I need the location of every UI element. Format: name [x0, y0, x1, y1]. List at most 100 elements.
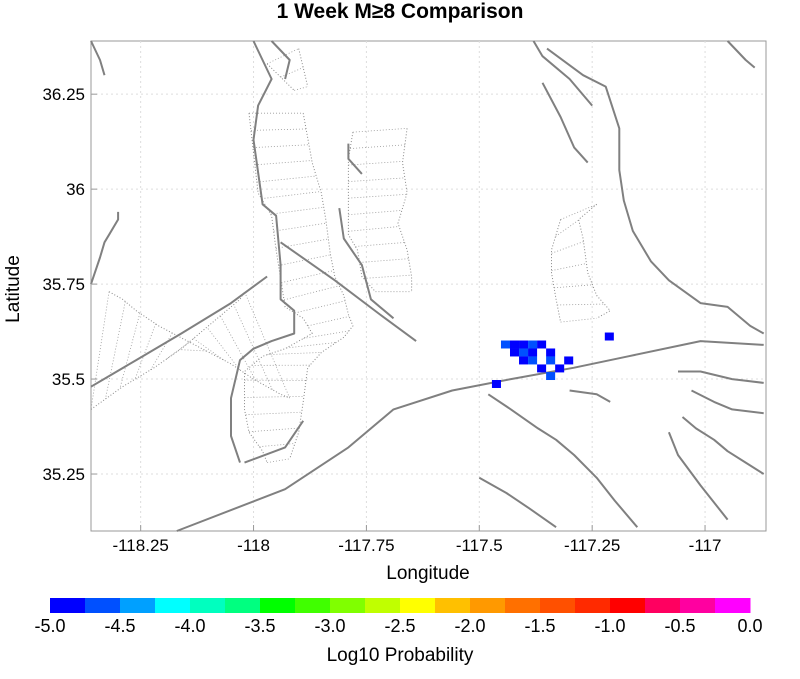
fault-trace	[487, 393, 639, 528]
zone-rung	[355, 242, 405, 247]
zone-rung	[348, 193, 407, 199]
probability-cell	[564, 356, 574, 365]
colorbar-swatch	[400, 598, 436, 613]
colorbar-swatch	[575, 598, 611, 613]
x-tick-label: -118.25	[112, 536, 168, 555]
zone-rung	[261, 191, 321, 200]
zone-edge	[289, 113, 354, 459]
probability-cell	[555, 364, 565, 373]
zone-rung	[250, 128, 307, 131]
colorbar-tick-label: -5.0	[34, 616, 65, 636]
x-tick-label: -118	[237, 536, 270, 555]
fault-trace	[270, 40, 291, 80]
colorbar-ticks: -5.0 -4.5 -4.0 -3.5 -3.0 -2.5 -2.0 -1.5 -1.0 -0.5…	[34, 616, 762, 636]
zone-edge	[397, 128, 413, 292]
fault-trace	[532, 40, 593, 107]
fault-trace	[678, 370, 764, 384]
y-tick-label: 35.75	[42, 275, 85, 294]
probability-cell	[491, 380, 501, 388]
colorbar-label: Log10 Probability	[327, 645, 474, 666]
y-axis-label: Latitude	[3, 255, 24, 323]
zone-rung	[256, 175, 317, 183]
fault-trace	[244, 420, 305, 464]
zone-rung	[244, 291, 291, 399]
fault-trace	[90, 211, 120, 285]
fault-traces	[90, 40, 765, 532]
zone-rung	[193, 338, 224, 361]
probability-cell	[604, 332, 614, 341]
zone-rung	[348, 226, 400, 232]
zone-rung	[280, 67, 304, 78]
zone-rung	[245, 411, 302, 416]
colorbar-swatch	[680, 598, 716, 613]
fault-trace	[90, 275, 268, 388]
fault-trace	[347, 143, 363, 175]
probability-cell	[528, 348, 538, 357]
fault-trace	[726, 40, 756, 69]
zone-rung	[134, 323, 156, 380]
x-axis-ticks: -118.25 -118 -117.75 -117.5 -117.25 -117	[112, 525, 721, 555]
plot-area	[90, 40, 767, 532]
y-tick-label: 36.25	[42, 85, 85, 104]
zone-rung	[557, 303, 605, 306]
zone-rung	[219, 315, 256, 381]
probability-cell	[519, 340, 529, 349]
colorbar-swatch	[645, 598, 681, 613]
colorbar-swatch	[435, 598, 471, 613]
x-tick-label: -117	[689, 536, 722, 555]
probability-cell	[509, 340, 520, 349]
probability-cell	[537, 340, 547, 349]
zone-rung	[254, 160, 312, 166]
fault-zones	[90, 48, 611, 464]
zone-rung	[348, 177, 405, 182]
zone-rung	[248, 427, 300, 433]
colorbar-swatch	[330, 598, 366, 613]
fault-trace	[569, 389, 611, 403]
probability-cell	[500, 340, 510, 349]
colorbar-tick-label: -3.5	[244, 616, 275, 636]
colorbar-swatch	[610, 598, 646, 613]
x-tick-label: -117.75	[338, 536, 394, 555]
zone-edge	[551, 219, 562, 323]
fault-zone	[266, 48, 309, 91]
probability-cell	[546, 372, 556, 381]
zone-rung	[307, 316, 350, 327]
probability-cell	[519, 356, 529, 365]
y-tick-label: 35.25	[42, 465, 85, 484]
colorbar-tick-label: -4.5	[104, 616, 135, 636]
fault-trace	[681, 416, 765, 475]
probability-cell	[546, 348, 556, 357]
colorbar-swatch	[540, 598, 576, 613]
zone-rung	[150, 332, 173, 371]
zone-rung	[244, 395, 304, 398]
zone-rung	[267, 458, 290, 464]
zone-rung	[363, 274, 412, 279]
fault-trace	[478, 476, 557, 529]
x-tick-label: -117.25	[564, 536, 620, 555]
colorbar-swatch	[260, 598, 296, 613]
colorbar-swatch	[190, 598, 226, 613]
zone-edge	[108, 291, 290, 399]
zone-rung	[352, 127, 408, 133]
zone-rung	[359, 258, 409, 263]
zone-rung	[119, 313, 141, 389]
colorbar-swatch	[715, 598, 751, 613]
probability-cell	[528, 340, 538, 349]
probability-cell	[546, 356, 556, 365]
zone-rung	[348, 160, 403, 166]
colorbar-tick-label: -4.0	[174, 616, 205, 636]
colorbar-swatch	[155, 598, 191, 613]
colorbar	[50, 598, 751, 613]
y-tick-label: 35.5	[52, 370, 85, 389]
zone-edge	[347, 132, 376, 293]
colorbar-swatch	[120, 598, 156, 613]
colorbar-swatch	[365, 598, 401, 613]
zone-rung	[350, 144, 405, 149]
probability-cell	[519, 348, 529, 357]
fault-trace	[280, 241, 417, 342]
fault-trace	[546, 47, 765, 335]
fault-trace	[691, 389, 764, 415]
zone-rung	[165, 341, 190, 361]
colorbar-swatch	[295, 598, 331, 613]
